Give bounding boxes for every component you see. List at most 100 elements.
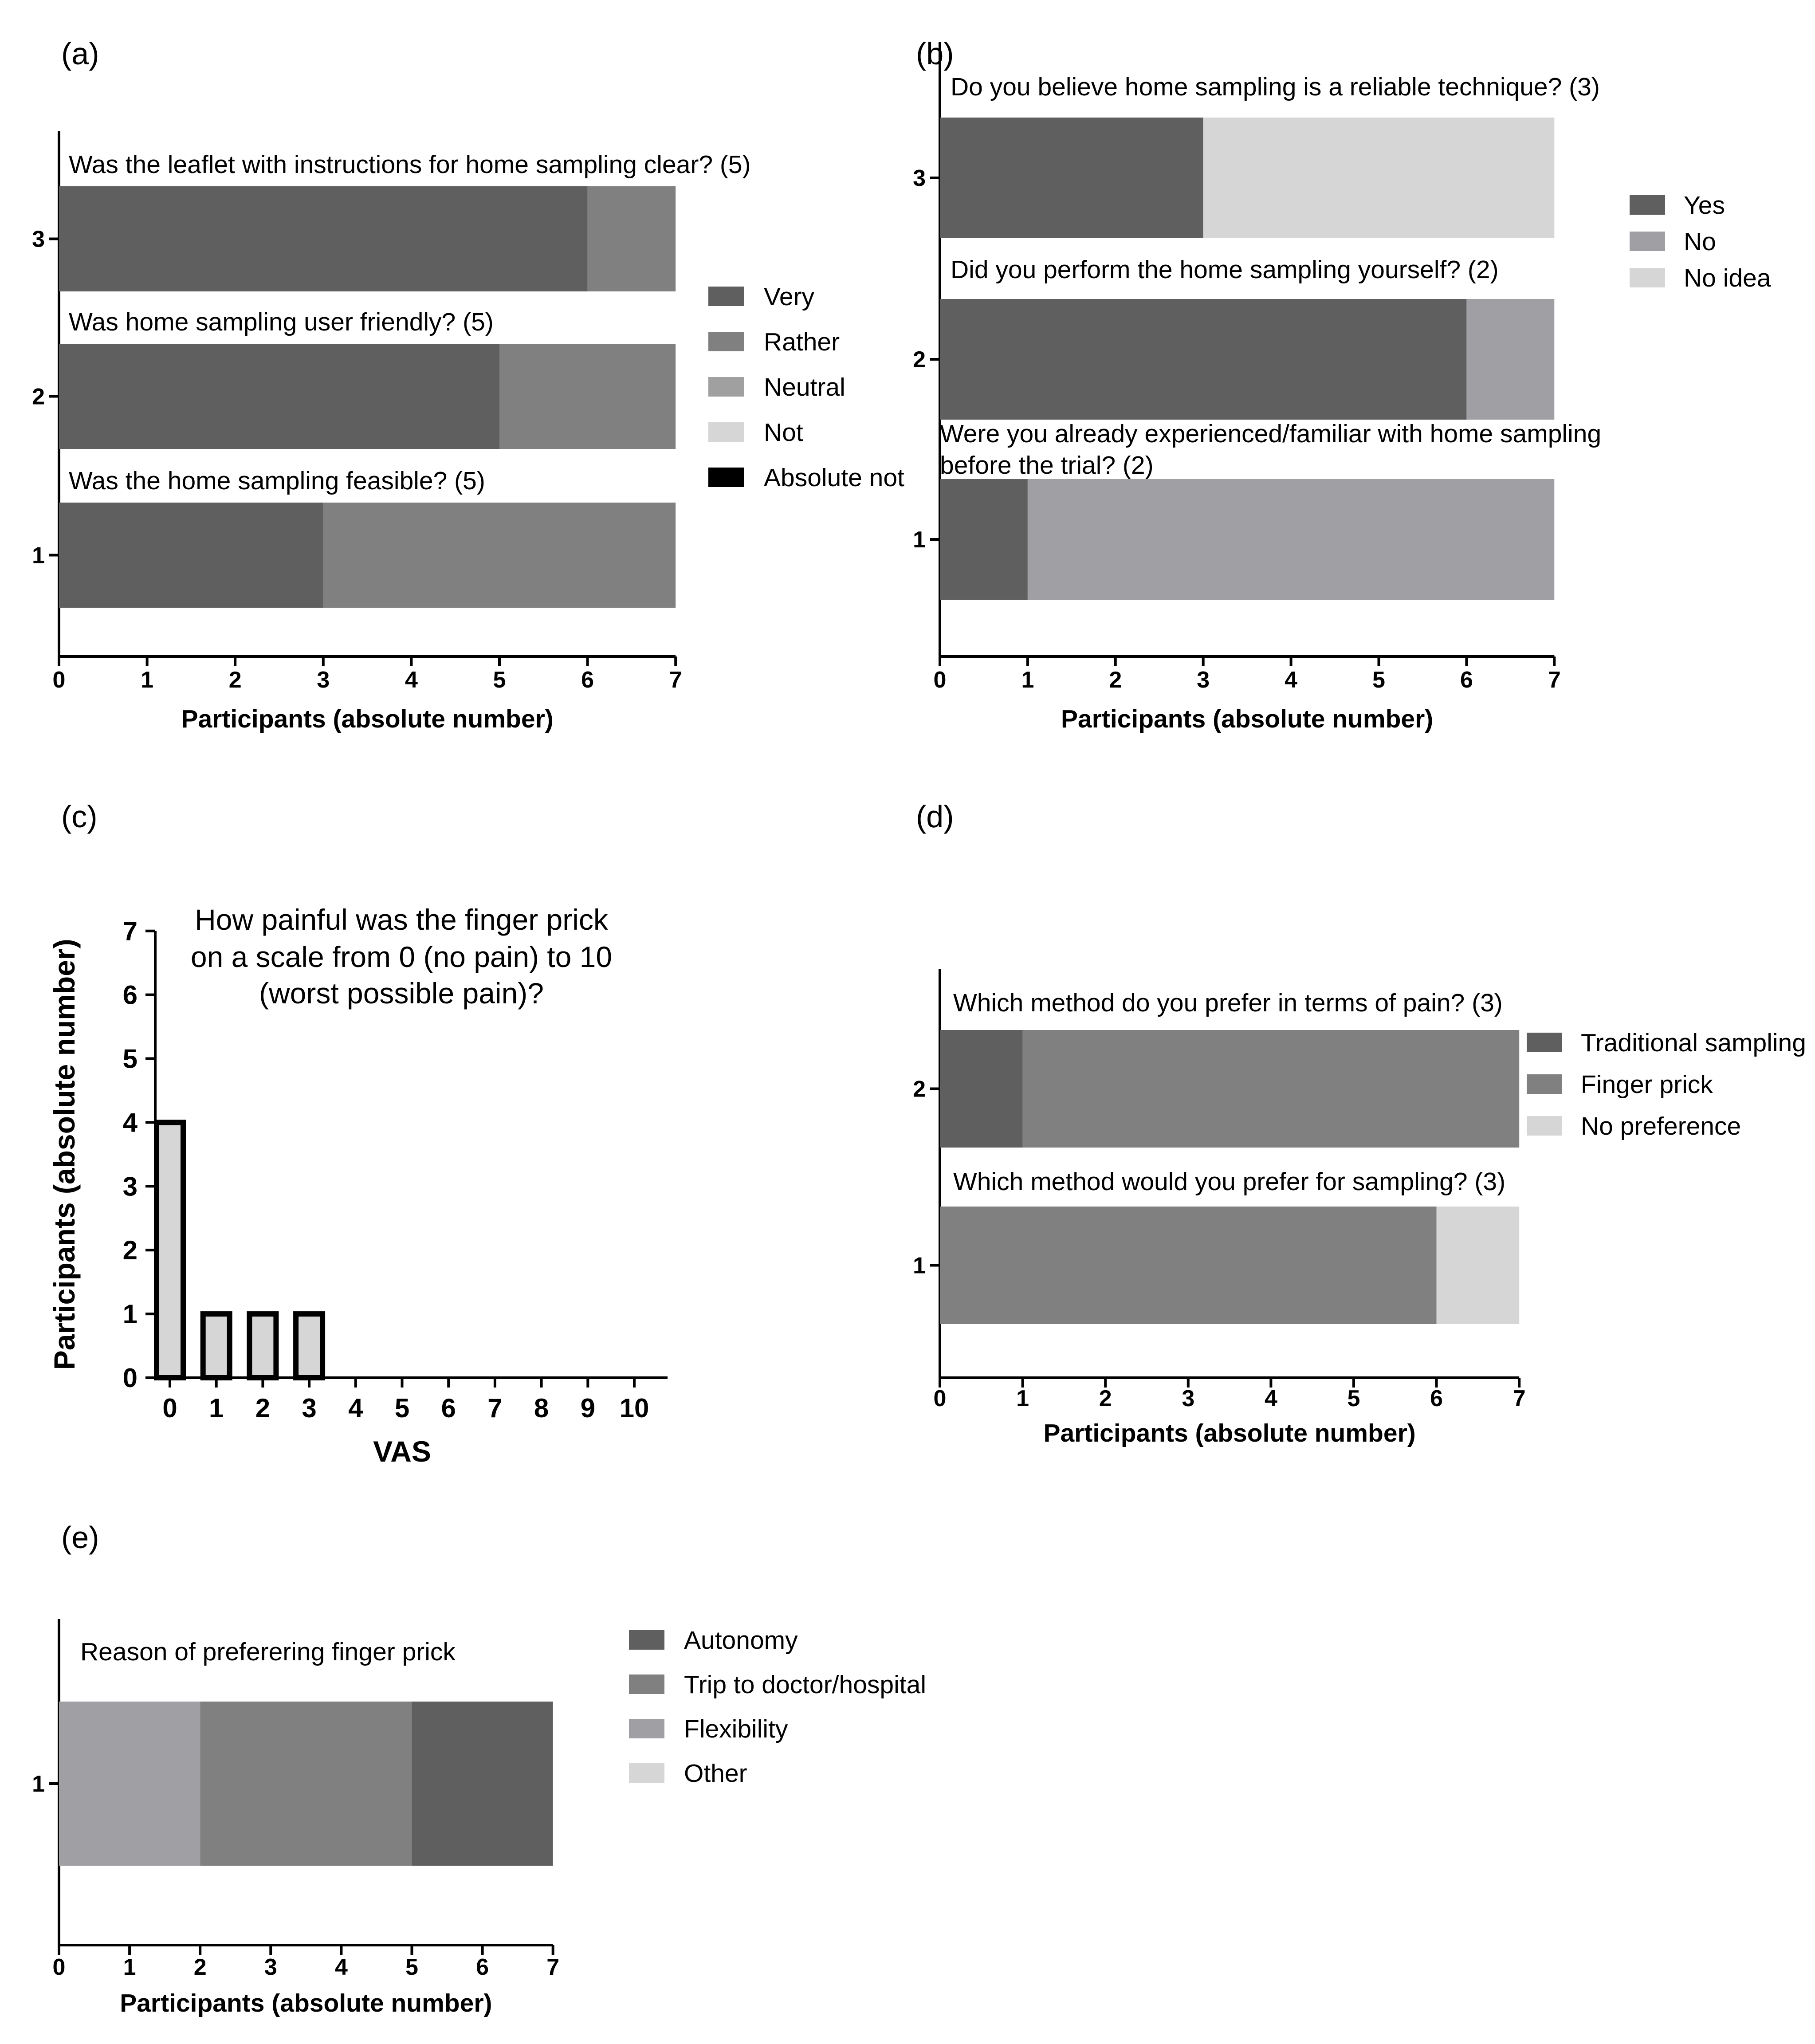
legend-swatch	[629, 1630, 664, 1650]
y-tick-label: 1	[123, 1299, 138, 1329]
x-tick-label: 6	[1460, 667, 1473, 693]
y-tick-label: 2	[913, 347, 926, 373]
legend-swatch	[708, 422, 744, 442]
legend-label: Other	[684, 1759, 747, 1788]
y-tick-label: 6	[123, 980, 138, 1010]
legend-label: No idea	[1684, 264, 1771, 292]
x-tick-label: 7	[1513, 1386, 1526, 1411]
x-tick-label: 6	[476, 1954, 489, 1980]
x-tick-label: 4	[405, 667, 418, 693]
legend-swatch	[708, 332, 744, 351]
question-text: Was the home sampling feasible? (5)	[69, 467, 485, 495]
x-tick-label: 0	[53, 667, 66, 693]
question-text: before the trial? (2)	[940, 451, 1154, 480]
bar-segment	[1203, 118, 1555, 238]
x-tick-label: 6	[1430, 1386, 1443, 1411]
bar-segment	[59, 1702, 200, 1866]
bar-segment	[1027, 479, 1555, 600]
bar-segment	[940, 1207, 1437, 1324]
x-tick-label: 4	[1285, 667, 1297, 693]
x-tick-label: 0	[934, 1386, 947, 1411]
y-tick-label: 1	[913, 1253, 926, 1279]
bar-segment	[1466, 299, 1555, 420]
y-tick-label: 1	[913, 527, 926, 553]
question-text: Was the leaflet with instructions for ho…	[69, 150, 751, 179]
panel-a: (a) 0 1 2 3 4 5 6 7 Participants (absolute number…	[32, 36, 904, 733]
legend-swatch	[1527, 1074, 1562, 1094]
bar	[247, 1311, 279, 1381]
y-tick-label: 3	[913, 165, 926, 191]
legend-swatch	[1527, 1033, 1562, 1052]
chart-title: (worst possible pain)?	[259, 977, 544, 1010]
x-tick-label: 3	[1182, 1386, 1194, 1411]
legend-swatch	[708, 377, 744, 397]
legend-label: Neutral	[764, 373, 845, 401]
x-tick-label: 0	[934, 667, 947, 693]
x-tick-label: 1	[141, 667, 153, 693]
legend-label: Finger prick	[1581, 1070, 1713, 1099]
panel-label: (b)	[916, 36, 954, 71]
y-tick-label: 3	[123, 1171, 138, 1201]
legend-label: Very	[764, 283, 815, 311]
panel-label: (d)	[916, 799, 954, 834]
bar-segment	[323, 503, 676, 608]
x-tick-label: 2	[229, 667, 242, 693]
bar-segment	[59, 344, 499, 449]
y-tick-label: 7	[123, 916, 138, 946]
bar	[293, 1311, 326, 1381]
legend-swatch	[1630, 268, 1665, 287]
x-axis-label: Participants (absolute number)	[181, 705, 553, 733]
panel-d: (d) 0 1 2 3 4 5 6 7 Participants (absolute number…	[913, 799, 1806, 1447]
bar-segment	[200, 1702, 412, 1866]
x-tick-label: 5	[395, 1393, 409, 1423]
x-tick-label: 7	[669, 667, 682, 693]
x-tick-label: 4	[1265, 1386, 1277, 1411]
x-axis-label: Participants (absolute number)	[120, 1989, 492, 2017]
legend-label: Flexibility	[684, 1715, 788, 1743]
x-tick-label: 2	[1109, 667, 1122, 693]
question-text: Was home sampling user friendly? (5)	[69, 308, 494, 336]
bar-segment	[940, 118, 1203, 238]
legend-label: Traditional sampling	[1581, 1029, 1806, 1057]
x-tick-label: 0	[162, 1393, 177, 1423]
bar-segment	[59, 503, 323, 608]
x-tick-label: 5	[493, 667, 506, 693]
y-tick-label: 2	[123, 1235, 138, 1265]
y-tick-label: 5	[123, 1044, 138, 1074]
y-tick-label: 1	[32, 543, 45, 569]
legend-label: No preference	[1581, 1112, 1741, 1140]
x-tick-label: 2	[1099, 1386, 1112, 1411]
legend-label: Yes	[1684, 191, 1725, 220]
x-tick-label: 4	[348, 1393, 363, 1423]
x-axis-label: Participants (absolute number)	[1061, 705, 1433, 733]
x-axis-label: Participants (absolute number)	[1043, 1419, 1415, 1447]
x-tick-label: 7	[487, 1393, 502, 1423]
legend-label: Trip to doctor/hospital	[684, 1671, 926, 1699]
question-text: Reason of preferering finger prick	[80, 1638, 456, 1666]
bar-segment	[1436, 1207, 1520, 1324]
x-tick-label: 7	[546, 1954, 559, 1980]
x-tick-label: 3	[317, 667, 330, 693]
bar-segment	[412, 1702, 553, 1866]
bar-segment	[940, 299, 1467, 420]
y-tick-label: 1	[32, 1771, 45, 1797]
bar	[200, 1311, 232, 1381]
legend-swatch	[1527, 1116, 1562, 1136]
chart-title: on a scale from 0 (no pain) to 10	[191, 940, 612, 973]
legend-swatch	[629, 1763, 664, 1783]
legend-label: Absolute not	[764, 464, 904, 492]
y-tick-label: 3	[32, 227, 45, 252]
panel-label: (e)	[61, 1520, 99, 1555]
x-tick-label: 1	[123, 1954, 136, 1980]
y-tick-label: 0	[123, 1363, 138, 1393]
legend-swatch	[708, 468, 744, 487]
y-tick-label: 4	[123, 1108, 138, 1137]
x-tick-label: 1	[209, 1393, 224, 1423]
legend-label: Autonomy	[684, 1626, 798, 1655]
bar-segment	[499, 344, 676, 449]
x-tick-label: 9	[581, 1393, 595, 1423]
question-text: Which method do you prefer in terms of p…	[953, 989, 1503, 1017]
x-tick-label: 7	[1548, 667, 1561, 693]
x-tick-label: 2	[194, 1954, 207, 1980]
